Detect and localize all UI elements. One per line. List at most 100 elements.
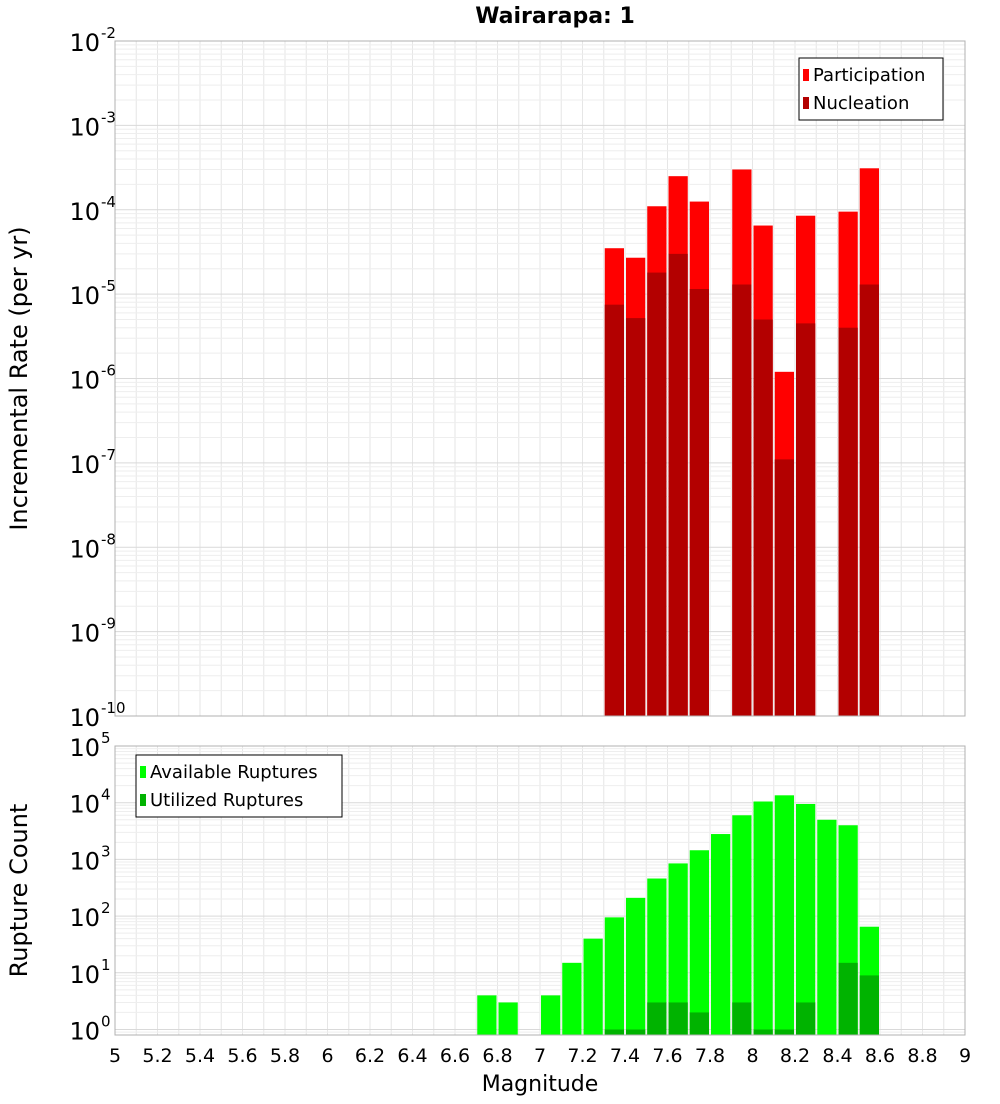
bar	[647, 1002, 667, 1035]
y-tick-exponent: 4	[101, 786, 111, 804]
bar	[796, 1002, 816, 1035]
legend-box	[135, 754, 343, 818]
bar	[732, 1002, 752, 1035]
bar	[562, 962, 582, 1035]
bar	[477, 995, 497, 1035]
grid	[114, 40, 966, 717]
y-tick-base: 10	[69, 451, 100, 479]
y-axis-label: Incremental Rate (per yr)	[5, 226, 33, 530]
legend-swatch	[140, 794, 146, 806]
bar	[541, 995, 561, 1035]
x-tick-label: 5.6	[227, 1045, 257, 1067]
legend-label: Utilized Ruptures	[150, 790, 303, 811]
bar	[647, 878, 667, 1035]
x-tick-label: 6.2	[355, 1045, 385, 1067]
y-tick-exponent: 2	[101, 899, 111, 917]
x-tick-label: 7	[534, 1045, 546, 1067]
y-tick-base: 10	[69, 791, 100, 819]
y-tick-label: 10 -9	[69, 615, 116, 648]
y-tick-exponent: -7	[101, 446, 116, 464]
x-tick-label: 8.8	[907, 1045, 937, 1067]
bar	[753, 319, 773, 716]
bar	[838, 327, 858, 716]
y-tick-label: 10 1	[69, 956, 110, 989]
bar	[753, 801, 773, 1035]
x-tick-label: 6.4	[397, 1045, 427, 1067]
bar	[711, 834, 731, 1035]
y-axis-label: Rupture Count	[5, 804, 33, 978]
chart-title: Wairarapa: 1	[475, 4, 635, 29]
bar	[583, 938, 603, 1035]
y-tick-exponent: -5	[101, 277, 116, 295]
y-tick-label: 10 5	[69, 729, 110, 762]
y-tick-label: 10 -8	[69, 530, 116, 563]
y-tick-base: 10	[69, 704, 100, 732]
y-tick-base: 10	[69, 734, 100, 762]
bar	[838, 962, 858, 1035]
x-tick-label: 9	[959, 1045, 971, 1067]
legend-label: Participation	[813, 65, 925, 86]
y-tick-label: 10 -2	[69, 24, 116, 57]
bar	[753, 1029, 773, 1035]
y-tick-label: 10 -7	[69, 446, 116, 479]
bar	[604, 917, 624, 1035]
x-tick-label: 5.8	[270, 1045, 300, 1067]
legend-swatch	[803, 97, 809, 109]
y-tick-exponent: -2	[101, 24, 116, 42]
y-tick-exponent: -9	[101, 615, 116, 633]
bar	[689, 850, 709, 1035]
bar	[668, 253, 688, 716]
bar	[604, 1029, 624, 1035]
x-tick-label: 6.6	[440, 1045, 470, 1067]
y-tick-exponent: 5	[101, 729, 111, 747]
y-tick-label: 10 4	[69, 786, 110, 819]
y-tick-base: 10	[69, 113, 100, 141]
panel-rate: 10-210-310-410-510-610-710-810-910 -10Inc…	[5, 4, 966, 732]
y-tick-exponent: -3	[101, 108, 116, 126]
y-tick-base: 10	[69, 29, 100, 57]
legend: Available Ruptures Utilized Ruptures	[135, 754, 343, 818]
bar	[817, 819, 837, 1035]
y-tick-base: 10	[69, 367, 100, 395]
x-tick-label: 5	[109, 1045, 121, 1067]
y-tick-label: 10 -10	[69, 699, 125, 732]
bar	[732, 815, 752, 1035]
bar	[668, 863, 688, 1035]
x-tick-label: 7.8	[695, 1045, 725, 1067]
y-tick-exponent: -4	[101, 193, 116, 211]
y-tick-exponent: 1	[101, 956, 111, 974]
y-tick-base: 10	[69, 961, 100, 989]
y-tick-base: 10	[69, 1018, 100, 1046]
y-tick-base: 10	[69, 198, 100, 226]
bar	[859, 284, 879, 716]
x-tick-label: 6.8	[482, 1045, 512, 1067]
bar	[626, 318, 646, 716]
legend-label: Nucleation	[813, 93, 909, 114]
y-tick-label: 10 0	[69, 1013, 110, 1046]
x-tick-label: 5.2	[142, 1045, 172, 1067]
bar	[689, 1012, 709, 1035]
y-tick-base: 10	[69, 904, 100, 932]
bar	[859, 975, 879, 1035]
x-axis-label: Magnitude	[482, 1072, 599, 1097]
x-tick-label: 8	[746, 1045, 758, 1067]
bar	[647, 272, 667, 716]
y-tick-base: 10	[69, 282, 100, 310]
y-tick-exponent: -6	[101, 362, 116, 380]
plot-frame	[114, 745, 966, 1036]
x-tick-label: 7.4	[610, 1045, 640, 1067]
legend-label: Available Ruptures	[150, 762, 318, 783]
y-tick-label: 10 -3	[69, 108, 116, 141]
bar	[498, 1002, 518, 1035]
y-tick-base: 10	[69, 535, 100, 563]
legend: Participation Nucleation	[798, 57, 944, 121]
x-tick-label: 6	[321, 1045, 333, 1067]
x-tick-label: 7.6	[652, 1045, 682, 1067]
y-tick-label: 10 -4	[69, 193, 116, 226]
series-nucleation	[604, 253, 879, 716]
bar	[774, 1029, 794, 1035]
bar	[626, 1029, 646, 1035]
legend-swatch	[803, 69, 809, 81]
